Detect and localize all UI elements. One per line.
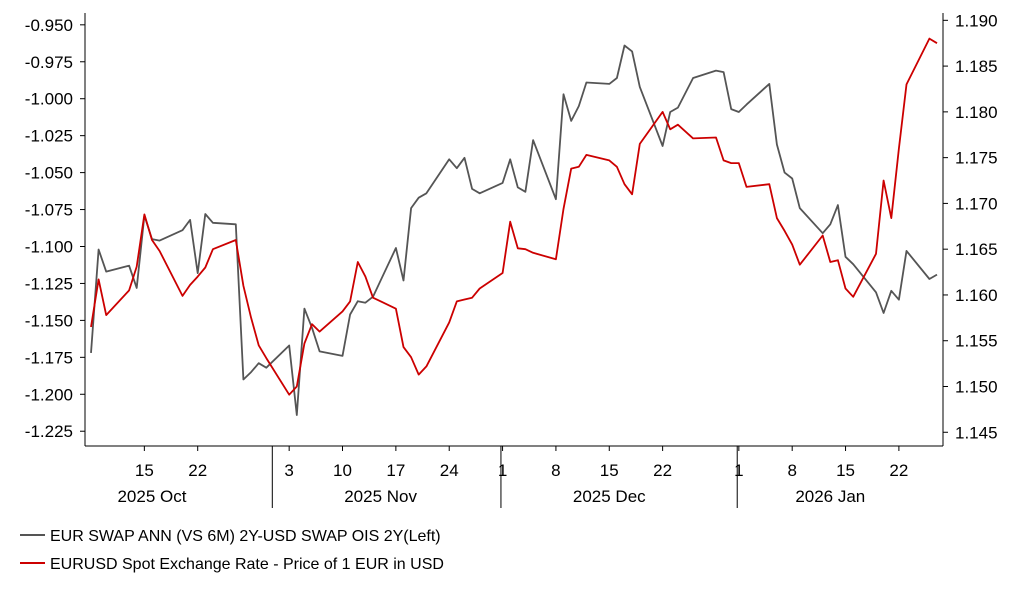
x-axis-tick-label: 22 — [188, 461, 207, 480]
x-axis-tick-label: 15 — [836, 461, 855, 480]
left-axis-tick-label: -1.150 — [25, 311, 73, 330]
left-axis-tick-label: -1.125 — [25, 274, 73, 293]
right-axis-tick-label: 1.175 — [955, 149, 998, 168]
left-axis-tick-label: -1.175 — [25, 348, 73, 367]
x-axis-tick-label: 22 — [653, 461, 672, 480]
left-axis-tick-label: -1.000 — [25, 90, 73, 109]
right-axis-tick-label: 1.165 — [955, 240, 998, 259]
x-axis-tick-label: 1 — [734, 461, 743, 480]
left-axis-tick-label: -1.200 — [25, 385, 73, 404]
x-axis-month-label: 2025 Dec — [573, 487, 646, 506]
right-axis-tick-label: 1.145 — [955, 423, 998, 442]
left-axis-tick-label: -0.950 — [25, 16, 73, 35]
left-axis-tick-label: -0.975 — [25, 53, 73, 72]
x-axis-month-label: 2025 Nov — [344, 487, 417, 506]
legend-label-eurusd: EURUSD Spot Exchange Rate - Price of 1 E… — [50, 556, 444, 573]
series-line-eurusd — [90, 37, 938, 396]
x-axis-tick-label: 10 — [333, 461, 352, 480]
x-axis-tick-label: 24 — [440, 461, 459, 480]
x-axis-tick-label: 8 — [787, 461, 796, 480]
x-axis-tick-label: 1 — [498, 461, 507, 480]
x-axis-tick-label: 8 — [551, 461, 560, 480]
axes: -0.950 -0.975 -1.000 -1.025 -1.050 -1.075 -1.1… — [25, 11, 998, 508]
right-axis-tick-label: 1.190 — [955, 11, 998, 30]
series-layer — [90, 37, 938, 416]
x-axis-tick-label: 3 — [284, 461, 293, 480]
legend-label-swap: EUR SWAP ANN (VS 6M) 2Y-USD SWAP OIS 2Y(… — [50, 528, 441, 545]
right-axis-tick-label: 1.160 — [955, 286, 998, 305]
left-axis-tick-label: -1.025 — [25, 127, 73, 146]
right-axis-tick-label: 1.180 — [955, 103, 998, 122]
x-axis-tick-label: 22 — [889, 461, 908, 480]
left-axis-tick-label: -1.050 — [25, 164, 73, 183]
left-axis-tick-label: -1.075 — [25, 201, 73, 220]
left-axis-tick-label: -1.225 — [25, 422, 73, 441]
x-axis-tick-label: 17 — [386, 461, 405, 480]
x-axis-tick-label: 15 — [600, 461, 619, 480]
x-axis-month-label: 2025 Oct — [117, 487, 186, 506]
right-axis-tick-label: 1.150 — [955, 377, 998, 396]
series-line-swap-spread — [90, 44, 938, 416]
right-axis-tick-label: 1.170 — [955, 194, 998, 213]
legend: EUR SWAP ANN (VS 6M) 2Y-USD SWAP OIS 2Y(… — [20, 528, 444, 573]
x-axis-month-label: 2026 Jan — [795, 487, 865, 506]
right-axis-tick-label: 1.155 — [955, 332, 998, 351]
left-axis-tick-label: -1.100 — [25, 237, 73, 256]
x-axis-tick-label: 15 — [135, 461, 154, 480]
right-axis-tick-label: 1.185 — [955, 57, 998, 76]
